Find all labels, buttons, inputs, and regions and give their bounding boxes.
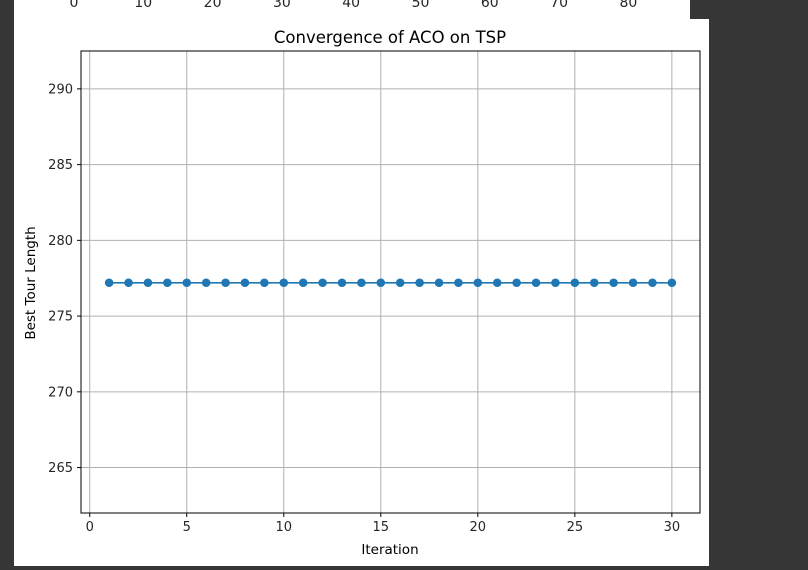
series-markers: [104, 278, 677, 288]
plot-area: [80, 50, 701, 514]
data-point: [628, 278, 638, 288]
background-x-tick-label: 80: [619, 0, 638, 11]
data-point: [570, 278, 580, 288]
data-point: [589, 278, 599, 288]
data-point: [124, 278, 133, 288]
data-point: [609, 278, 618, 288]
background-x-tick-label: 40: [342, 0, 361, 11]
x-tick-label: 5: [183, 520, 191, 535]
y-tick-label: 280: [48, 234, 73, 249]
series-layer: [104, 278, 677, 288]
background-x-tick-label: 10: [134, 0, 153, 11]
x-tick-label: 15: [373, 520, 390, 535]
data-point: [337, 278, 347, 288]
data-point: [143, 278, 153, 288]
data-point: [434, 278, 444, 288]
data-point: [492, 278, 502, 288]
data-point: [298, 278, 308, 288]
background-x-tick-label: 20: [203, 0, 222, 11]
x-tick-label: 10: [276, 520, 293, 535]
x-tick-label: 20: [470, 520, 487, 535]
data-point: [551, 278, 560, 288]
data-point: [240, 278, 250, 288]
background-x-tick-label: 60: [480, 0, 499, 11]
data-point: [104, 278, 114, 288]
chart-figure: 0 5 10 15 20 25 30 265 270 275 280 285 290 Convergen…: [14, 19, 709, 566]
axis-ticks: 0 5 10 15 20 25 30 265 270 275 280 285 290: [48, 82, 680, 535]
y-tick-label: 265: [48, 461, 73, 476]
data-point: [512, 278, 521, 288]
data-point: [415, 278, 424, 288]
x-tick-label: 0: [86, 520, 94, 535]
background-x-tick-label: 0: [69, 0, 79, 11]
data-point: [473, 278, 483, 288]
y-tick-label: 275: [48, 310, 73, 325]
background-x-tick-label: 70: [550, 0, 569, 11]
data-point: [279, 278, 289, 288]
data-point: [318, 278, 327, 288]
y-tick-label: 270: [48, 385, 73, 400]
data-point: [395, 278, 405, 288]
background-x-tick-label: 30: [272, 0, 291, 11]
y-axis-label: Best Tour Length: [23, 226, 39, 339]
data-point: [667, 278, 677, 288]
line-chart: 0 5 10 15 20 25 30 265 270 275 280 285 290 Convergen…: [23, 28, 701, 558]
x-tick-label: 25: [567, 520, 584, 535]
x-tick-label: 30: [664, 520, 681, 535]
y-tick-label: 290: [48, 82, 73, 97]
data-point: [648, 278, 657, 288]
data-point: [357, 278, 366, 288]
data-point: [454, 278, 463, 288]
data-point: [182, 278, 192, 288]
y-tick-label: 285: [48, 158, 73, 173]
data-point: [260, 278, 269, 288]
data-point: [201, 278, 211, 288]
data-point: [531, 278, 541, 288]
data-point: [221, 278, 230, 288]
data-point: [376, 278, 386, 288]
chart-title: Convergence of ACO on TSP: [274, 28, 506, 47]
background-plot-figure: 0 10 20 30 40 50 60 70 80: [14, 0, 690, 19]
x-axis-label: Iteration: [361, 542, 418, 558]
data-point: [163, 278, 172, 288]
background-x-tick-label: 50: [411, 0, 430, 11]
